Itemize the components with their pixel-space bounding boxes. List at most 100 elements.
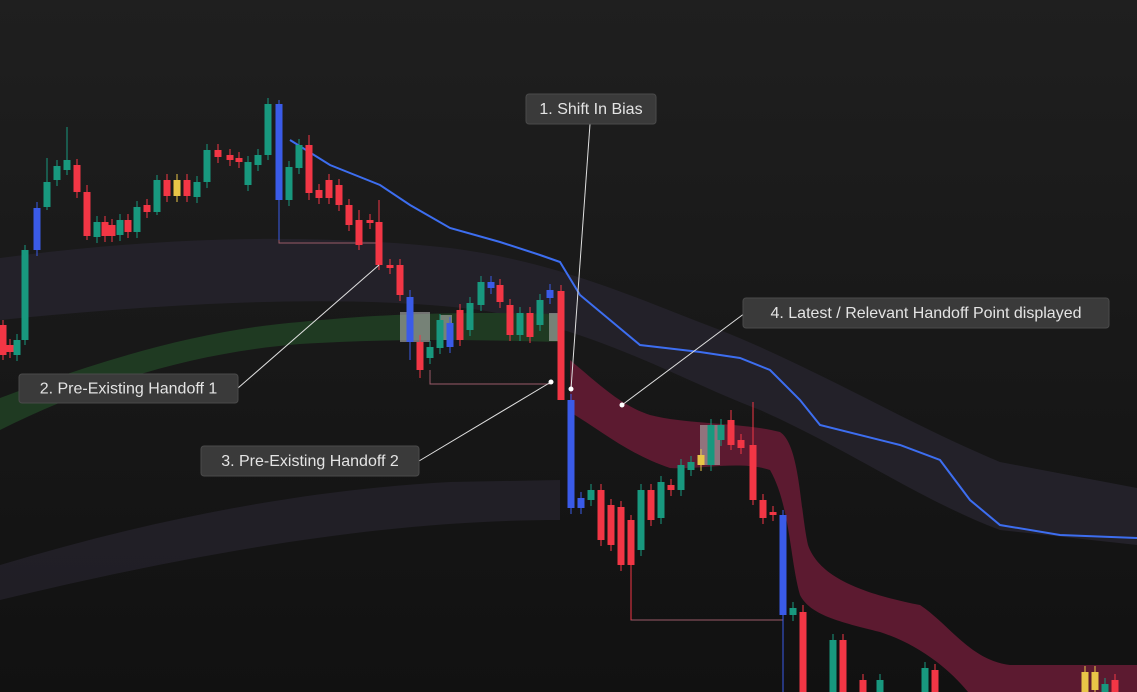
candle-body	[921, 668, 929, 692]
candle-body	[43, 182, 51, 207]
candle-body	[163, 180, 171, 196]
candle-body	[416, 342, 424, 370]
annotation-box	[18, 373, 239, 404]
candle-body	[143, 205, 151, 212]
candle-body	[1111, 680, 1119, 692]
candle-body	[627, 520, 635, 565]
lower-band	[0, 480, 560, 600]
candle-body	[567, 400, 575, 508]
candle-body	[153, 180, 161, 212]
candle-body	[235, 158, 243, 162]
candle-body	[335, 185, 343, 205]
annotation-label: 1. Shift In Bias	[539, 101, 642, 118]
blue-line	[289, 139, 1137, 539]
candle-body	[53, 166, 61, 180]
candle-body	[506, 305, 514, 335]
candle-body	[647, 490, 655, 520]
candle-body	[264, 104, 272, 155]
leader-line	[237, 264, 380, 389]
candle-body	[13, 340, 21, 355]
candle-body	[375, 222, 383, 265]
candle-body	[677, 465, 685, 490]
green-band	[0, 312, 560, 430]
leader-dot	[548, 379, 554, 385]
candle-body	[396, 265, 404, 295]
candle-body	[93, 222, 101, 237]
candle-body	[697, 455, 705, 465]
candle-body	[829, 640, 837, 692]
candle-body	[345, 205, 353, 225]
candle-body	[21, 250, 29, 340]
candle-body	[876, 680, 884, 692]
candle-body	[557, 291, 565, 400]
candle-body	[173, 180, 181, 196]
candle-body	[355, 220, 363, 245]
candle-body	[637, 490, 645, 550]
candle-body	[83, 192, 91, 236]
leader-line	[621, 312, 746, 406]
candle-body	[737, 440, 745, 448]
candle-body	[63, 160, 71, 170]
candle-body	[536, 300, 544, 325]
candle-body	[707, 425, 715, 465]
candle-body	[577, 498, 585, 508]
candle-body	[799, 612, 807, 692]
upper-band	[0, 238, 1137, 545]
candle-body	[769, 512, 777, 515]
candle-body	[516, 313, 524, 335]
candle-body	[73, 165, 81, 192]
annotation-label: 3. Pre-Existing Handoff 2	[221, 453, 399, 470]
candle-body	[526, 313, 534, 337]
candle-body	[1101, 684, 1109, 692]
candle-body	[295, 145, 303, 168]
candle-body	[226, 155, 234, 160]
candle-body	[1091, 672, 1099, 690]
candle-body	[727, 420, 735, 445]
candle-body	[305, 145, 313, 193]
candle-body	[759, 500, 767, 518]
candle-body	[254, 155, 262, 165]
candle-body	[244, 162, 252, 185]
candle-body	[687, 462, 695, 470]
candle-body	[0, 325, 7, 355]
candle-body	[285, 167, 293, 200]
candle-body	[779, 515, 787, 615]
candle-body	[587, 490, 595, 500]
candle-body	[214, 150, 222, 157]
candle-body	[426, 347, 434, 358]
annotation-box	[200, 445, 420, 477]
candle-body	[275, 104, 283, 200]
leader-dot	[568, 386, 574, 392]
candles	[0, 98, 1119, 692]
candle-body	[124, 220, 132, 232]
candle-body	[839, 640, 847, 692]
candle-body	[406, 297, 414, 342]
candle-body	[133, 207, 141, 232]
candle-body	[203, 150, 211, 182]
candle-body	[1081, 672, 1089, 692]
candle-body	[749, 445, 757, 500]
candle-body	[617, 507, 625, 565]
candle-body	[436, 320, 444, 348]
candle-body	[315, 190, 323, 198]
candle-body	[183, 180, 191, 196]
candle-body	[456, 310, 464, 340]
candle-body	[101, 222, 109, 236]
candle-body	[108, 225, 116, 236]
candle-body	[6, 345, 14, 352]
annotation-label: 2. Pre-Existing Handoff 1	[40, 381, 218, 398]
candle-body	[496, 285, 504, 302]
leader-line	[418, 381, 552, 462]
candle-body	[386, 265, 394, 268]
candle-body	[931, 670, 939, 692]
candle-body	[717, 425, 725, 440]
candle-body	[33, 208, 41, 250]
candle-body	[859, 680, 867, 692]
candle-body	[466, 303, 474, 330]
annotations: 1. Shift In Bias 2. Pre-Existing Handoff …	[18, 93, 1110, 477]
candle-body	[446, 323, 454, 347]
candle-body	[546, 290, 554, 298]
candle-body	[325, 180, 333, 198]
candle-body	[366, 220, 374, 223]
